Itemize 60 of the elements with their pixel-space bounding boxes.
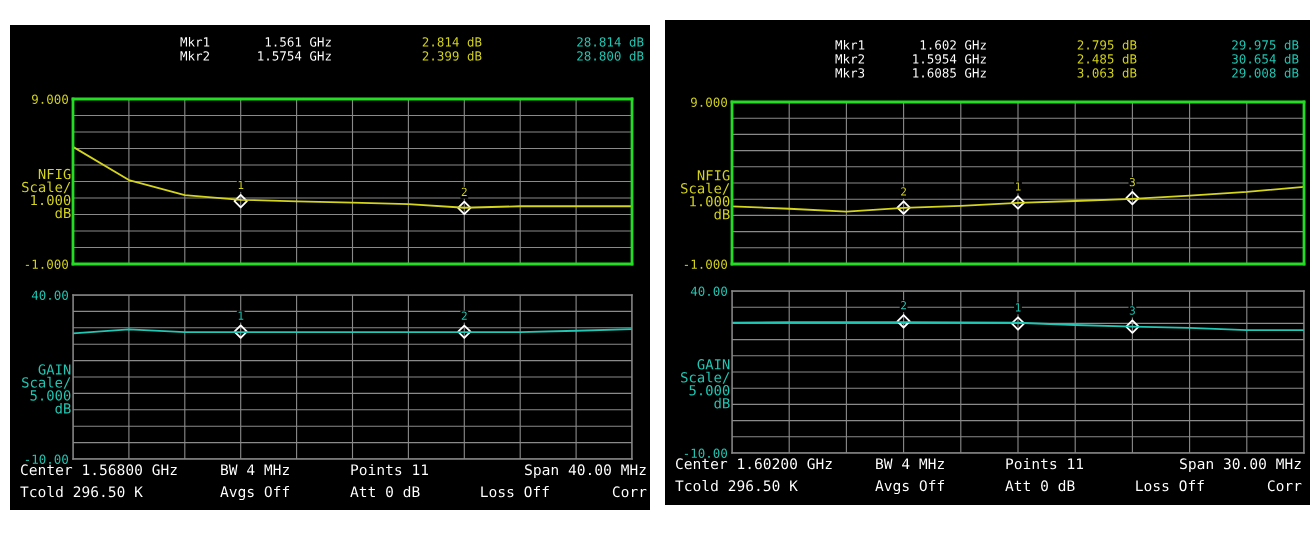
annotation: 3 (1129, 177, 1135, 187)
text: 1.6085 GHz (913, 68, 986, 78)
annotation: 1 (238, 180, 244, 190)
text: Points 11 (1006, 457, 1084, 470)
text: Avgs Off (875, 479, 945, 495)
text: 1.561 GHz (265, 37, 331, 47)
annotation: 2 (901, 187, 906, 196)
text: Mkr2 (180, 50, 210, 61)
text: 2.814 dB (422, 36, 482, 47)
text: Mkr1 (835, 39, 865, 50)
y-tick-label: -1.000 (684, 259, 728, 269)
y-axis-title: GAIN Scale/ 5.000 dB (681, 359, 730, 409)
text: Att 0 dB (350, 485, 420, 498)
text: Att 0 dB (1005, 479, 1075, 492)
annotation: 1 (1015, 182, 1021, 191)
text: Span 30.00 MHz (1180, 458, 1301, 473)
annotation: 3 (1129, 306, 1135, 315)
text: Corr (612, 486, 647, 498)
y-tick-label: 9.000 (31, 94, 69, 104)
text: Corr (1267, 480, 1302, 492)
y-tick-label: 40.00 (31, 290, 69, 300)
text: Span 40.00 MHz (525, 464, 646, 479)
text: 2.399 dB (422, 50, 482, 61)
text: Mkr2 (835, 53, 865, 64)
text: Center 1.60200 GHz (675, 458, 832, 470)
text: Points 11 (351, 463, 429, 476)
text: 28.800 dB (577, 50, 644, 61)
text: 29.008 dB (1232, 67, 1299, 78)
text: Center 1.56800 GHz (20, 464, 177, 476)
text: Loss Off (1136, 479, 1204, 492)
text: Loss Off (481, 485, 549, 498)
annotation: 2 (461, 187, 467, 196)
y-axis-title: NFIG Scale/ 1.000 dB (681, 170, 730, 220)
text: Avgs Off (220, 485, 290, 501)
text: Tcold 296.50 K (675, 479, 798, 492)
annotation: 1 (238, 311, 244, 320)
text: Mkr3 (835, 67, 865, 78)
text: 3.063 dB (1077, 67, 1137, 78)
y-tick-label: -10.00 (25, 454, 69, 464)
y-tick-label: -10.00 (684, 448, 728, 458)
text: 2.485 dB (1077, 53, 1137, 64)
text: 1.5954 GHz (913, 54, 986, 64)
text: 29.975 dB (1232, 39, 1299, 50)
text: 1.5754 GHz (258, 51, 331, 61)
text: BW 4 MHz (876, 458, 944, 470)
annotation: 1 (1015, 303, 1021, 312)
annotation: 2 (461, 311, 467, 320)
text: BW 4 MHz (221, 464, 289, 476)
y-axis-title: NFIG Scale/ 1.000 dB (22, 168, 71, 219)
y-tick-label: 9.000 (690, 97, 728, 107)
text: 2.795 dB (1077, 39, 1137, 50)
annotation: 2 (901, 301, 906, 310)
y-axis-title: GAIN Scale/ 5.000 dB (22, 364, 71, 414)
text: Mkr1 (180, 36, 210, 47)
text: 30.654 dB (1232, 53, 1299, 64)
text: 1.602 GHz (920, 40, 986, 50)
y-tick-label: -1.000 (25, 259, 69, 269)
y-tick-label: 40.00 (690, 286, 728, 296)
text: Tcold 296.50 K (20, 485, 143, 498)
text: 28.814 dB (577, 36, 644, 47)
